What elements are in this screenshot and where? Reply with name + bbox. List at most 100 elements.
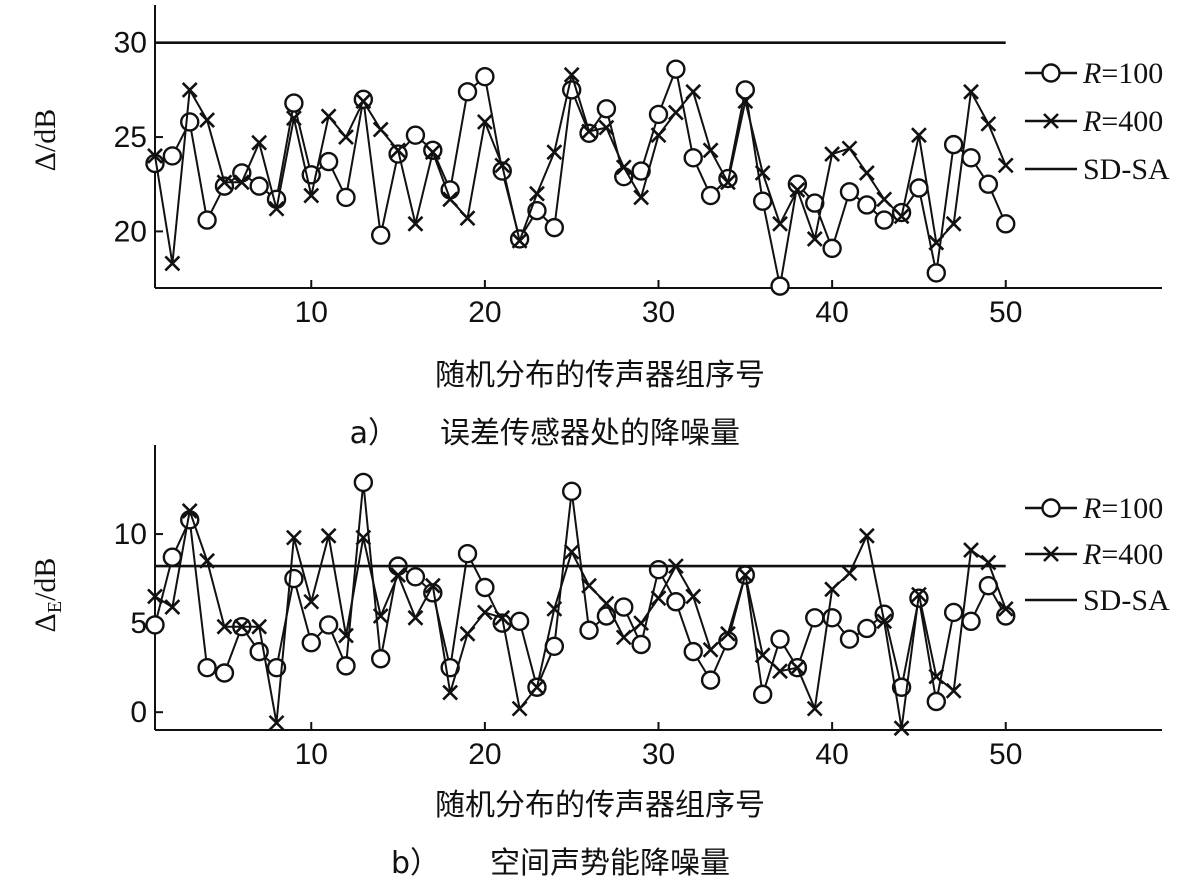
chart-a-point-r-400 xyxy=(841,140,858,157)
chart-a-point-r-400 xyxy=(911,127,927,144)
chart-b-point-r-400 xyxy=(980,554,997,571)
chart-b-y-tick-label: 10 xyxy=(114,518,147,551)
chart-a-ylabel-unit: /dB xyxy=(29,109,62,152)
svg-text:ΔE/dB: ΔE/dB xyxy=(29,558,66,633)
chart-a-y-tick-label: 25 xyxy=(114,121,147,154)
chart-a-point-r-400 xyxy=(285,110,302,127)
chart-a-point-r-400 xyxy=(390,142,406,159)
chart-b-point-r-400 xyxy=(459,625,476,642)
chart-a-point-r-100 xyxy=(353,89,374,110)
chart-a-point-r-100 xyxy=(666,59,686,79)
chart-a-point-r-400 xyxy=(563,66,580,83)
chart-b-point-r-400 xyxy=(424,577,441,594)
chart-b-point-r-400 xyxy=(164,599,181,616)
chart-b-point-r-400 xyxy=(216,618,233,635)
chart-b-point-r-400 xyxy=(581,577,597,594)
chart-a-point-r-400 xyxy=(251,134,268,151)
chart-b-legend-marker-cross xyxy=(1043,546,1059,562)
chart-b-point-r-400 xyxy=(685,588,702,605)
chart-a-point-r-100 xyxy=(648,104,669,125)
chart-a-point-r-100 xyxy=(596,99,617,119)
chart-b-point-r-100 xyxy=(666,592,686,612)
chart-a-caption: 误差传感器处的降噪量 xyxy=(440,416,740,451)
chart-a-x-tick-label: 10 xyxy=(295,296,328,329)
chart-b-point-r-400 xyxy=(407,609,424,626)
chart-a-point-r-400 xyxy=(424,144,441,161)
chart-a-point-r-400 xyxy=(737,93,754,110)
chart-b-point-r-400 xyxy=(251,618,268,635)
chart-b-legend-item-r-400: R=400 xyxy=(1025,538,1163,571)
chart-a-point-r-400 xyxy=(997,157,1014,174)
chart-b-point-r-100 xyxy=(301,633,321,653)
chart-a-point-r-400 xyxy=(772,215,788,232)
chart-a-point-r-400 xyxy=(945,215,962,232)
chart-a-point-r-400 xyxy=(164,255,181,272)
chart-b-point-r-400 xyxy=(702,641,719,658)
chart-b-point-r-400 xyxy=(442,684,459,701)
chart-b-point-r-400 xyxy=(233,618,250,635)
chart-a-point-r-100 xyxy=(978,174,999,194)
chart-a-legend-label-text: SD-SA xyxy=(1083,153,1170,186)
chart-b-point-r-100 xyxy=(162,547,183,567)
chart-a-point-r-100 xyxy=(423,140,443,160)
chart-b-point-r-400 xyxy=(754,647,771,664)
chart-b-point-r-400 xyxy=(737,567,754,583)
chart-a-legend: R=100 R=400 SD-SA xyxy=(1025,57,1170,186)
chart-a-point-r-100 xyxy=(544,217,565,238)
chart-b-ylabel-symbol: Δ xyxy=(29,613,62,632)
chart-b-point-r-400 xyxy=(633,615,650,632)
chart-a-point-r-400 xyxy=(546,144,563,161)
chart-a-point-r-400 xyxy=(581,123,597,140)
chart-a-point-r-400 xyxy=(650,127,667,144)
chart-a-point-r-400 xyxy=(216,174,233,191)
chart-a-point-r-100 xyxy=(492,161,512,181)
chart-a-point-r-100 xyxy=(752,191,773,211)
chart-b-legend-label-var: R xyxy=(1082,492,1101,525)
chart-a-point-r-400 xyxy=(876,191,893,208)
chart-b-point-r-100 xyxy=(318,615,339,635)
chart-b-point-r-400 xyxy=(806,700,823,717)
chart-a-legend-label-text: =100 xyxy=(1101,57,1163,90)
chart-a-point-r-400 xyxy=(268,200,285,217)
chart-a-point-r-100 xyxy=(839,182,860,202)
chart-b-point-r-100 xyxy=(683,641,703,662)
chart-b-point-r-400 xyxy=(546,600,563,617)
chart-a-point-r-400 xyxy=(199,112,216,129)
chart-b-point-r-400 xyxy=(303,593,320,610)
chart-a-point-r-100 xyxy=(943,134,964,155)
chart-a-y-axis-label: Δ/dB xyxy=(29,109,62,172)
chart-a-point-r-400 xyxy=(893,208,910,225)
chart-a-legend-item-r-400: R=400 xyxy=(1025,105,1163,138)
chart-b-x-tick-label: 50 xyxy=(989,738,1022,771)
chart-a-point-r-400 xyxy=(529,185,545,202)
chart-b-point-r-400 xyxy=(563,543,580,560)
chart-a-point-r-100 xyxy=(336,187,356,208)
chart-a-point-r-100 xyxy=(874,210,894,230)
chart-b-point-r-100 xyxy=(197,657,217,678)
chart-a-point-r-400 xyxy=(806,231,823,247)
chart-b-point-r-100 xyxy=(857,618,877,639)
chart-a-legend-label: R=100 xyxy=(1082,57,1163,90)
chart-a-point-r-400 xyxy=(858,164,875,181)
chart-b-point-r-400 xyxy=(963,542,979,559)
chart-b-point-r-100 xyxy=(839,629,860,649)
chart-a-point-r-400 xyxy=(702,142,719,159)
chart-a-point-r-100 xyxy=(926,263,946,283)
chart-b-point-r-400 xyxy=(372,608,389,624)
chart-b-y-tick-label: 0 xyxy=(130,696,147,729)
chart-a-plot-area: 20 25 30 10 20 30 40 50 xyxy=(114,5,1162,329)
chart-b-point-r-400 xyxy=(997,600,1014,617)
chart-b-legend-label-text: SD-SA xyxy=(1083,584,1170,617)
chart-b-y-tick-label: 5 xyxy=(130,607,147,640)
chart-a-legend-marker-circle xyxy=(1041,63,1061,83)
chart-b-point-r-100 xyxy=(805,608,825,628)
chart-a-point-r-100 xyxy=(579,123,599,143)
chart-a-y-tick-label: 30 xyxy=(114,27,147,60)
chart-a-point-r-100 xyxy=(770,276,790,296)
chart-b-point-r-400 xyxy=(789,659,806,676)
chart-b-point-r-400 xyxy=(390,567,406,583)
chart-a-point-r-400 xyxy=(303,187,320,204)
